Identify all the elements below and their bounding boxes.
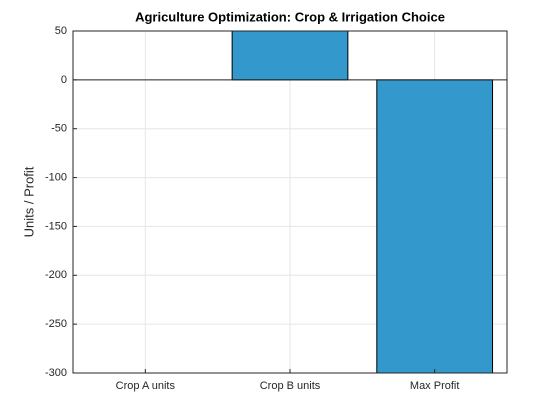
y-tick-label: -150 xyxy=(45,220,67,232)
x-tick-label: Crop A units xyxy=(116,380,176,392)
chart-title: Agriculture Optimization: Crop & Irrigat… xyxy=(135,9,445,24)
y-tick-label: -50 xyxy=(51,123,67,135)
y-tick-label: 0 xyxy=(61,74,67,86)
bar xyxy=(376,79,494,374)
axes-box xyxy=(72,30,508,374)
y-tick-label: -250 xyxy=(45,318,67,330)
bar xyxy=(231,30,349,81)
y-axis-label: Units / Profit xyxy=(21,166,36,237)
y-tick-label: -300 xyxy=(45,367,67,379)
x-tick-label: Max Profit xyxy=(410,380,460,392)
y-tick-label: -200 xyxy=(45,269,67,281)
y-tick-label: -100 xyxy=(45,171,67,183)
y-tick-label: 50 xyxy=(55,25,67,37)
x-tick-label: Crop B units xyxy=(260,380,321,392)
